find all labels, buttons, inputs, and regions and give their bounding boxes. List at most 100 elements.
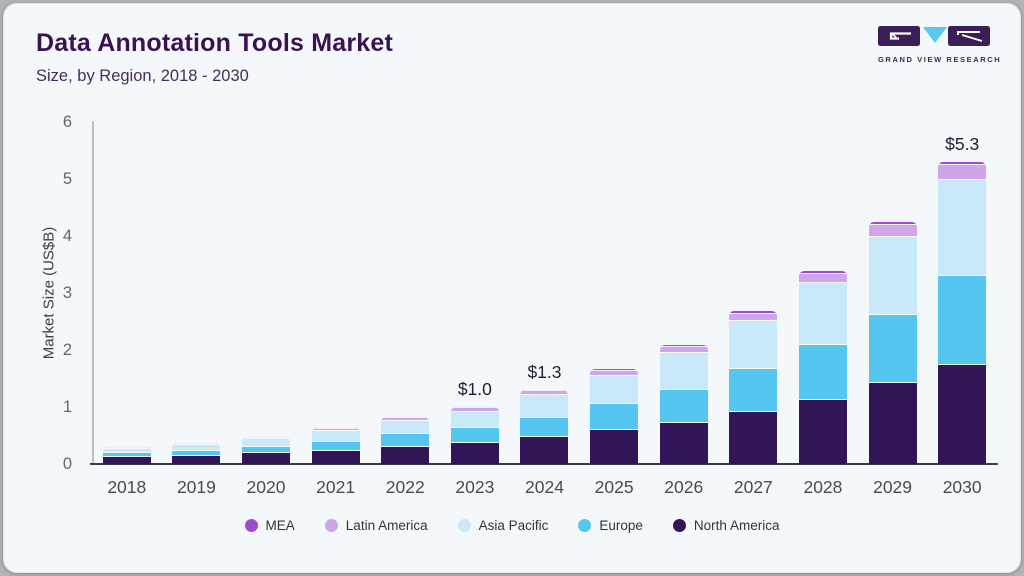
- stacked-bar-2019: [172, 442, 221, 464]
- bar-segment-mea: [381, 417, 430, 419]
- bar-slot-2024: $1.3: [510, 122, 580, 464]
- chart-plot-wrap: 0 1 2 3 4 5 6 $1.0 $1.3 $5.3 2018 2019 2020 2021 202…: [4, 4, 1020, 572]
- bar-segment-latin-america: [242, 437, 291, 440]
- stacked-bar-2022: [381, 417, 430, 464]
- bar-segment-mea: [311, 428, 360, 430]
- bar-slot-2020: [231, 122, 301, 464]
- bar-segment-north-america: [659, 422, 708, 464]
- legend-dot-icon: [244, 519, 258, 532]
- bar-segment-asia-pacific: [311, 431, 360, 443]
- stacked-bar-2027: [729, 311, 778, 464]
- grand-view-research-logo: GRAND VIEW RESEARCH: [878, 26, 1000, 64]
- stacked-bar-2021: [311, 428, 360, 464]
- y-tick-label: 4: [62, 227, 72, 245]
- bar-segment-europe: [729, 368, 778, 413]
- y-axis-line: [92, 121, 94, 464]
- stacked-bar-2028: [798, 270, 847, 464]
- bar-segment-north-america: [798, 399, 847, 464]
- plot-area: $1.0 $1.3 $5.3: [92, 122, 997, 464]
- legend-item-mea: MEA: [244, 518, 295, 533]
- bar-segment-asia-pacific: [242, 439, 291, 448]
- bar-segment-north-america: [729, 412, 778, 464]
- bar-slot-2019: [162, 122, 232, 464]
- gvr-logo-icon: [878, 26, 990, 46]
- x-axis-label-2025: 2025: [594, 477, 634, 497]
- x-axis-label-2028: 2028: [803, 477, 843, 497]
- x-axis-label-2024: 2024: [525, 477, 564, 497]
- bar-segment-asia-pacific: [659, 353, 708, 390]
- bar-segment-europe: [242, 447, 291, 454]
- stacked-bar-2030: [938, 161, 987, 464]
- x-axis-label-2027: 2027: [733, 477, 773, 497]
- bar-segment-north-america: [868, 383, 917, 464]
- bar-segment-mea: [520, 389, 569, 392]
- x-axis-label-2029: 2029: [873, 477, 913, 497]
- bar-segment-latin-america: [381, 418, 430, 422]
- bar-segment-latin-america: [450, 408, 499, 412]
- y-tick-label: 6: [62, 113, 72, 131]
- bar-segment-latin-america: [520, 391, 569, 396]
- legend-item-asia-pacific: Asia Pacific: [457, 518, 548, 533]
- bar-segment-mea: [242, 436, 291, 438]
- bar-segment-latin-america: [102, 447, 151, 450]
- bar-segment-europe: [381, 434, 430, 447]
- bar-segment-asia-pacific: [102, 449, 151, 454]
- bar-segment-mea: [729, 311, 778, 314]
- page-title: Data Annotation Tools Market: [36, 29, 394, 57]
- chart-card: Data Annotation Tools Market Size, by Re…: [3, 3, 1021, 573]
- bar-slot-2025: [579, 122, 649, 464]
- chart-legend: MEA Latin America Asia Pacific Europe North …: [4, 518, 1020, 533]
- y-tick-label: 0: [62, 455, 72, 473]
- bar-value-label-2023: $1.0: [457, 379, 492, 399]
- bar-segment-north-america: [172, 455, 221, 464]
- bar-segment-latin-america: [868, 225, 917, 237]
- bar-segment-asia-pacific: [520, 395, 569, 418]
- bar-segment-north-america: [102, 457, 151, 464]
- y-tick-label: 1: [62, 398, 72, 416]
- x-axis-line: [90, 463, 998, 465]
- x-axis-label-2026: 2026: [664, 477, 704, 497]
- legend-item-latin-america: Latin America: [324, 518, 428, 533]
- y-tick-label: 3: [62, 284, 72, 302]
- bar-segment-latin-america: [590, 371, 639, 376]
- bar-slot-2030: $5.3: [927, 122, 997, 464]
- legend-dot-icon: [324, 519, 338, 532]
- bar-value-label-2030: $5.3: [945, 133, 980, 154]
- legend-item-north-america: North America: [672, 518, 779, 533]
- bar-slot-2026: [649, 122, 719, 464]
- bar-segment-mea: [798, 270, 847, 274]
- bar-segment-north-america: [311, 450, 360, 464]
- bar-segment-asia-pacific: [729, 320, 778, 369]
- bar-segment-north-america: [450, 443, 499, 464]
- bar-segment-north-america: [938, 365, 987, 464]
- bar-segment-asia-pacific: [172, 445, 221, 451]
- x-axis-label-2022: 2022: [385, 477, 425, 497]
- stacked-bar-2020: [242, 436, 291, 464]
- x-axis-label-2020: 2020: [246, 477, 286, 497]
- legend-dot-icon: [672, 519, 686, 532]
- bar-segment-asia-pacific: [590, 375, 639, 405]
- bar-segment-north-america: [242, 453, 291, 464]
- y-tick-label: 5: [62, 170, 72, 188]
- legend-label: MEA: [265, 518, 295, 533]
- bar-segment-mea: [172, 442, 221, 444]
- stacked-bar-2029: [868, 221, 917, 464]
- bar-segment-north-america: [520, 437, 569, 464]
- bar-segment-europe: [659, 389, 708, 423]
- bar-segment-europe: [520, 417, 569, 438]
- y-tick-label: 2: [62, 341, 72, 359]
- bar-segment-mea: [450, 407, 499, 409]
- bar-segment-asia-pacific: [868, 236, 917, 315]
- bar-value-label-2024: $1.3: [527, 361, 562, 382]
- bar-segment-north-america: [381, 446, 430, 464]
- bar-segment-latin-america: [172, 443, 221, 446]
- bar-segment-mea: [102, 446, 151, 448]
- stacked-bar-2018: [102, 446, 151, 464]
- stacked-bar-2023: [450, 407, 499, 464]
- bar-slot-2022: [370, 122, 440, 464]
- x-axis-label-2023: 2023: [455, 477, 495, 497]
- bar-segment-asia-pacific: [798, 283, 847, 345]
- bar-segment-mea: [659, 344, 708, 348]
- bar-segment-latin-america: [729, 313, 778, 321]
- bar-segment-mea: [938, 161, 987, 166]
